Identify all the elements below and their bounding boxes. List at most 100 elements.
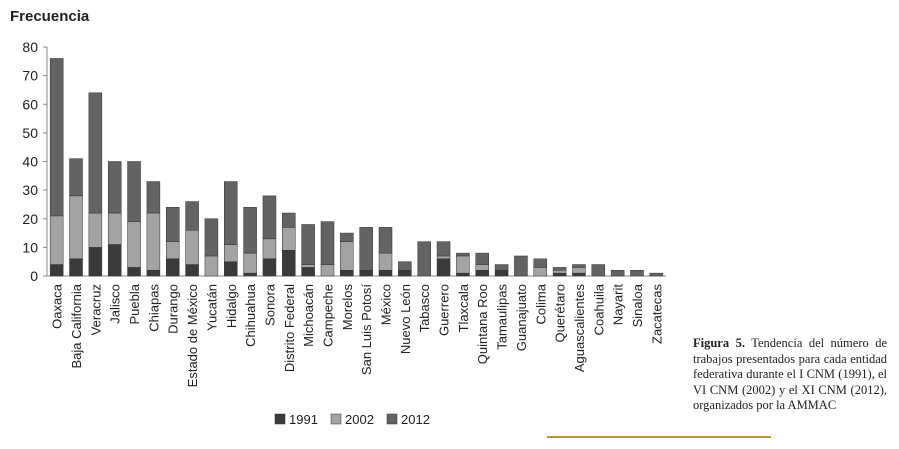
- bar-segment: [514, 255, 528, 277]
- bar-segment: [610, 270, 625, 277]
- x-tick-label: Coahuila: [591, 283, 606, 335]
- x-tick-label: Querétaro: [553, 284, 568, 343]
- bar-segment: [359, 270, 373, 277]
- bar-segment: [494, 270, 509, 277]
- bar-segment: [88, 212, 103, 248]
- bar-segment: [378, 227, 393, 254]
- bar-segment: [204, 255, 219, 277]
- bar-segment: [69, 258, 83, 277]
- bar-segment: [243, 272, 257, 277]
- bar-segment: [165, 241, 180, 260]
- x-tick-label: Aguascalientes: [572, 284, 587, 373]
- x-tick-label: Jalisco: [108, 284, 123, 324]
- bar-segment: [533, 258, 548, 268]
- bar-segment: [572, 272, 586, 277]
- bar-segment: [146, 212, 161, 271]
- x-tick-label: Sinaloa: [630, 283, 645, 327]
- bar-segment: [552, 272, 567, 277]
- bar-segment: [49, 58, 64, 217]
- bar-segment: [494, 264, 509, 271]
- caption-label: Figura 5.: [693, 336, 745, 350]
- bar-segment: [224, 261, 238, 277]
- bar-segment: [185, 201, 199, 231]
- y-tick-label: 80: [22, 39, 38, 55]
- x-tick-label: Tamaulipas: [495, 284, 510, 350]
- legend-swatch: [330, 413, 342, 425]
- bar-segment: [456, 255, 470, 274]
- bar-segment: [282, 249, 296, 277]
- bar-segment: [340, 241, 354, 271]
- x-tick-label: Hidalgo: [224, 284, 239, 328]
- bar-segment: [49, 264, 64, 277]
- x-tick-label: San Luis Potosí: [359, 284, 374, 375]
- bar-segment: [533, 267, 548, 277]
- bar-segment: [69, 195, 83, 260]
- bar-segment: [398, 261, 412, 271]
- bar-segment: [88, 92, 103, 214]
- x-tick-label: Zacatecas: [649, 284, 664, 344]
- bar-segment: [127, 221, 141, 268]
- bar-segment: [146, 181, 161, 214]
- bar-segment: [630, 270, 644, 277]
- x-tick-label: Tabasco: [417, 284, 432, 332]
- y-tick-label: 30: [22, 182, 38, 198]
- legend-label: 2012: [401, 412, 430, 427]
- x-tick-label: Guanajuato: [514, 284, 529, 351]
- x-tick-label: Campeche: [320, 284, 335, 347]
- y-tick-label: 50: [22, 125, 38, 141]
- y-tick-label: 20: [22, 211, 38, 227]
- bar-segment: [185, 229, 199, 265]
- bar-segment: [320, 264, 335, 277]
- x-tick-label: Michoacán: [301, 284, 316, 347]
- bar-segment: [359, 227, 373, 271]
- bar-segment: [552, 270, 567, 274]
- x-tick-label: Veracruz: [88, 284, 103, 335]
- bar-segment: [436, 241, 451, 257]
- x-tick-label: Sonora: [262, 283, 277, 326]
- bar-segment: [282, 212, 296, 228]
- bar-segment: [146, 270, 161, 277]
- x-tick-label: Yucatán: [204, 284, 219, 331]
- bar-segment: [378, 252, 393, 271]
- y-tick-label: 60: [22, 96, 38, 112]
- bar-segment: [320, 221, 335, 265]
- caption-text: Tendencia del número de trabajos present…: [693, 336, 887, 412]
- bar-segment: [165, 207, 180, 242]
- bar-segment: [224, 244, 238, 262]
- bar-segment: [475, 264, 489, 271]
- bar-segment: [436, 255, 451, 260]
- bar-segment: [301, 224, 315, 265]
- x-tick-label: Colima: [533, 283, 548, 324]
- bar-segment: [340, 232, 354, 242]
- bar-segment: [107, 161, 122, 214]
- bar-segment: [127, 161, 141, 222]
- y-tick-label: 10: [22, 239, 38, 255]
- bar-segment: [572, 267, 586, 274]
- bar-segment: [69, 158, 83, 197]
- x-tick-label: Distrito Federal: [282, 284, 297, 372]
- bar-segment: [107, 212, 122, 245]
- bar-segment: [340, 270, 354, 277]
- bar-segment: [301, 267, 315, 277]
- divider: [547, 436, 771, 438]
- bar-segment: [591, 264, 606, 277]
- bar-segment: [204, 218, 219, 257]
- x-tick-label: Chiapas: [146, 284, 161, 332]
- x-tick-label: México: [379, 284, 394, 325]
- bar-segment: [572, 264, 586, 268]
- bar-segment: [262, 195, 277, 240]
- bar-segment: [243, 207, 257, 254]
- y-tick-label: 40: [22, 154, 38, 170]
- x-tick-label: Nayarit: [611, 284, 626, 326]
- y-tick-label: 70: [22, 68, 38, 84]
- bar-segment: [649, 272, 664, 277]
- bar-segment: [301, 264, 315, 268]
- y-tick-label: 0: [30, 268, 38, 284]
- bar-segment: [165, 258, 180, 277]
- bar-segment: [282, 227, 296, 251]
- x-tick-label: Quintana Roo: [475, 284, 490, 364]
- bar-segment: [552, 267, 567, 271]
- legend-swatch: [386, 413, 398, 425]
- caption: Figura 5. Tendencia del número de trabaj…: [693, 336, 887, 414]
